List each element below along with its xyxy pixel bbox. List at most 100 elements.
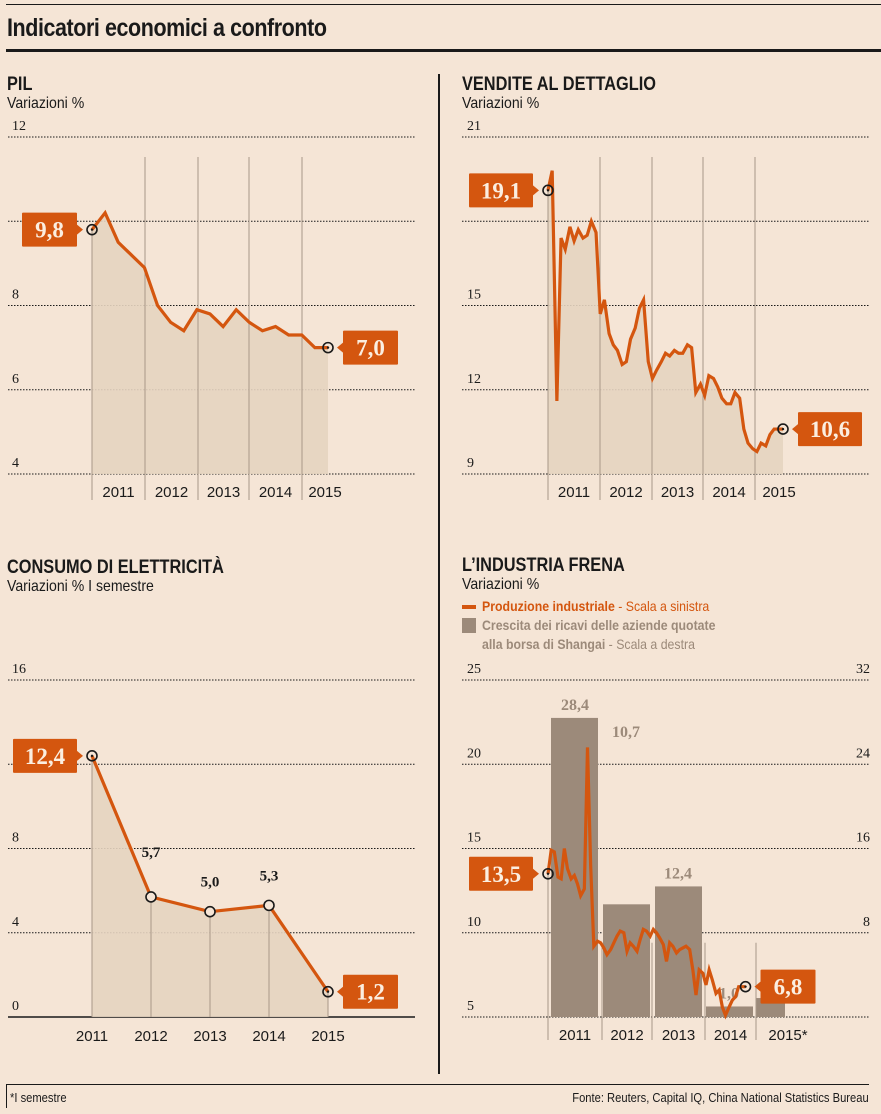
top-rule — [6, 4, 881, 5]
vendite-subtitle: Variazioni % — [462, 95, 540, 112]
elettricita-title: CONSUMO DI ELETTRICITÀ — [7, 557, 224, 578]
produzione-line — [546, 747, 746, 1020]
data-label: 5,7 — [142, 845, 161, 861]
y-tick-label: 12 — [12, 119, 26, 134]
source-note: Fonte: Reuters, Capital IQ, China Nation… — [572, 1090, 869, 1105]
x-tick-label: 2012 — [134, 1028, 167, 1045]
vendite-end-badge — [798, 412, 862, 447]
y-tick-label: 8 — [12, 288, 19, 303]
industria-start-marker — [542, 867, 554, 880]
x-tick-label: 2013 — [207, 484, 240, 501]
page-title: Indicatori economici a confronto — [7, 14, 327, 42]
x-tick-label: 2011 — [76, 1028, 108, 1045]
elettricita-end-badge-pointer — [337, 986, 343, 997]
elettricita-start-badge-pointer — [77, 750, 83, 761]
panel-divider — [438, 74, 440, 1074]
industria-title: L’INDUSTRIA FRENA — [462, 555, 625, 576]
legend-produzione-bold: Produzione industriale — [482, 598, 615, 614]
pil-start-badge-pointer — [77, 224, 83, 235]
x-tick-label: 2015 — [308, 484, 341, 501]
y-tick-label: 4 — [12, 915, 19, 930]
legend-produzione-scale: - Scala a sinistra — [614, 598, 710, 614]
x-tick-label: 2015 — [762, 484, 795, 501]
vendite-start-badge-pointer — [533, 185, 539, 196]
x-tick-label: 2015* — [768, 1027, 807, 1044]
x-tick-label: 2012 — [155, 484, 188, 501]
legend-item-produzione: Produzione industriale - Scala a sinistr… — [482, 598, 709, 614]
pil-end-badge-pointer — [337, 342, 343, 353]
x-tick-label: 2013 — [193, 1028, 226, 1045]
y-tick-label-right: 8 — [863, 915, 870, 930]
y-tick-label: 9 — [467, 456, 474, 471]
vendite-start-marker — [542, 184, 554, 197]
elettricita-end-badge — [343, 974, 398, 1009]
vendite-end-badge-label: 10,6 — [810, 417, 850, 442]
pil-subtitle: Variazioni % — [7, 95, 85, 112]
elettricita-marker-dot — [326, 990, 330, 993]
elettricita-marker — [322, 985, 334, 998]
legend-ricavi-bold-2: alla borsa di Shangai — [482, 636, 606, 652]
y-tick-label: 6 — [12, 372, 19, 387]
data-label: 5,0 — [201, 875, 220, 891]
x-tick-label: 2012 — [609, 484, 642, 501]
pil-area — [92, 212, 328, 474]
x-tick-label: 2014 — [712, 484, 745, 501]
legend-ricavi-scale: - Scala a destra — [605, 636, 695, 652]
pil-line — [90, 209, 328, 350]
x-tick-label: 2011 — [558, 484, 590, 501]
y-tick-label-right: 24 — [856, 746, 870, 761]
y-tick-label: 16 — [12, 662, 26, 677]
industria-start-badge-label: 13,5 — [481, 862, 521, 887]
legend-item-ricavi-2: alla borsa di Shangai - Scala a destra — [482, 636, 695, 652]
vendite-start-marker-dot — [546, 189, 550, 192]
vendite-end-marker — [777, 423, 789, 435]
pil-start-marker — [86, 223, 98, 236]
vendite-end-marker-dot — [781, 427, 785, 431]
pil-end-marker-dot — [326, 346, 330, 349]
x-tick-label: 2011 — [559, 1027, 591, 1044]
x-tick-label: 2012 — [610, 1027, 643, 1044]
pil-end-marker — [322, 341, 334, 354]
footnote: *I semestre — [10, 1090, 67, 1105]
elettricita-marker — [263, 899, 275, 912]
industria-start-badge — [469, 856, 533, 891]
y-tick-label: 0 — [12, 999, 19, 1014]
y-tick-label: 15 — [467, 288, 481, 303]
bar-value-label: 10,7 — [612, 724, 640, 741]
x-tick-label: 2015 — [311, 1028, 344, 1045]
industria-end-badge — [760, 969, 816, 1004]
elettricita-marker — [204, 905, 216, 918]
industria-end-badge-pointer — [754, 981, 761, 992]
industria-start-badge-pointer — [533, 868, 539, 879]
bar-value-label: 28,4 — [561, 697, 589, 714]
pil-end-badge-label: 7,0 — [356, 336, 385, 361]
industria-end-badge-label: 6,8 — [774, 975, 803, 1000]
x-tick-label: 2014 — [259, 484, 292, 501]
x-tick-label: 2013 — [662, 1027, 695, 1044]
title-rule — [6, 49, 881, 52]
y-tick-label-right: 32 — [856, 662, 870, 677]
pil-start-badge — [22, 212, 77, 247]
y-tick-label: 8 — [12, 831, 19, 846]
bar-2012 — [603, 904, 650, 1017]
industria-end-marker-dot — [744, 985, 747, 988]
y-tick-label-left: 20 — [467, 746, 481, 761]
elettricita-end-badge-label: 1,2 — [356, 980, 385, 1005]
y-tick-label: 21 — [467, 119, 481, 134]
y-tick-label-left: 10 — [467, 915, 481, 930]
industria-subtitle: Variazioni % — [462, 576, 540, 593]
elettricita-start-badge-label: 12,4 — [25, 744, 66, 769]
vendite-start-badge — [469, 173, 533, 208]
vendite-start-badge-label: 19,1 — [481, 178, 521, 203]
industria-end-marker — [739, 980, 752, 993]
elettricita-marker-dot — [90, 754, 94, 758]
y-tick-label-left: 25 — [467, 662, 481, 677]
y-tick-label: 12 — [467, 372, 481, 387]
vendite-line — [546, 170, 783, 454]
elettricita-marker — [145, 891, 157, 903]
legend-item-ricavi: Crescita dei ricavi delle aziende quotat… — [482, 617, 715, 633]
legend-line-swatch — [462, 605, 476, 609]
footer-tick — [6, 1084, 7, 1108]
footer-rule — [6, 1084, 869, 1085]
